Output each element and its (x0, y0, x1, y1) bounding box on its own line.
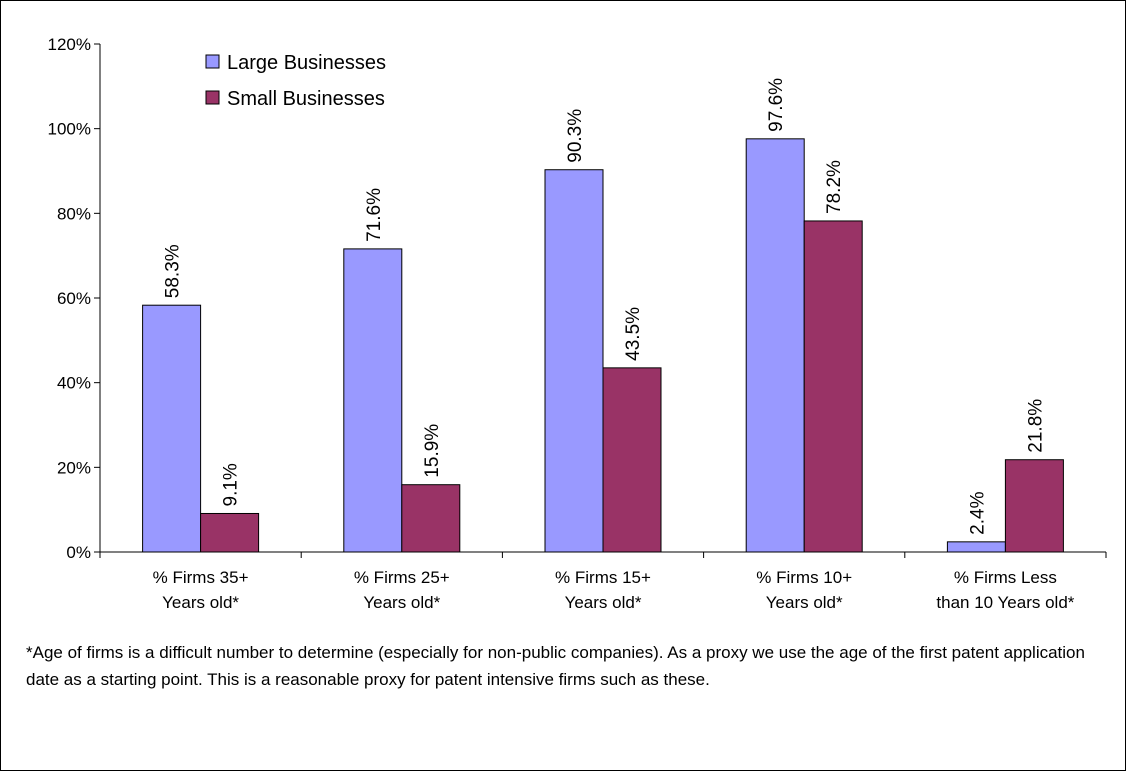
bar (401, 484, 461, 553)
y-tick-label: 0% (66, 543, 91, 562)
footnote: *Age of firms is a difficult number to d… (26, 643, 1085, 689)
x-category-label: % Firms 15+ (555, 568, 651, 587)
y-tick-label: 40% (57, 374, 91, 393)
x-category-label: % Firms 25+ (354, 568, 450, 587)
x-category-label: % Firms 10+ (756, 568, 852, 587)
x-category-label: % Firms 35+ (153, 568, 249, 587)
bar-value-label: 58.3% (163, 244, 184, 298)
x-category-label: Years old* (766, 593, 843, 612)
y-tick-label: 100% (48, 120, 91, 139)
bar-value-label: 21.8% (1025, 399, 1046, 453)
x-category-label: than 10 Years old* (936, 593, 1074, 612)
y-tick-label: 60% (57, 289, 91, 308)
bar-value-label: 97.6% (766, 78, 787, 132)
bar-value-label: 43.5% (623, 307, 644, 361)
bar-value-label: 71.6% (364, 188, 385, 242)
legend-label: Small Businesses (227, 88, 385, 110)
bar (602, 367, 662, 553)
legend-label: Large Businesses (227, 52, 386, 74)
bar (544, 169, 604, 553)
bar-chart: 0% 20% 40% 60% 80% 100% 120% 58.3% 71.6% 90.3% 97.… (48, 35, 1107, 612)
bar (1004, 459, 1064, 553)
bar (200, 512, 260, 553)
legend-swatch (205, 90, 220, 105)
x-category-label: Years old* (162, 593, 239, 612)
x-category-label: Years old* (565, 593, 642, 612)
bar-value-label: 2.4% (967, 491, 988, 534)
bar-value-label: 15.9% (422, 424, 443, 478)
bar (745, 138, 805, 553)
y-tick-label: 20% (57, 458, 91, 477)
x-category-label: Years old* (363, 593, 440, 612)
legend-swatch (205, 54, 220, 69)
bar-value-label: 9.1% (221, 463, 242, 506)
x-category-label: % Firms Less (954, 568, 1057, 587)
bar-value-label: 78.2% (824, 160, 845, 214)
bar (343, 248, 403, 553)
bar (142, 304, 202, 553)
bar (803, 220, 863, 553)
bar (946, 541, 1006, 553)
bar-value-label: 90.3% (565, 109, 586, 163)
y-tick-label: 120% (48, 35, 91, 54)
y-tick-label: 80% (57, 204, 91, 223)
